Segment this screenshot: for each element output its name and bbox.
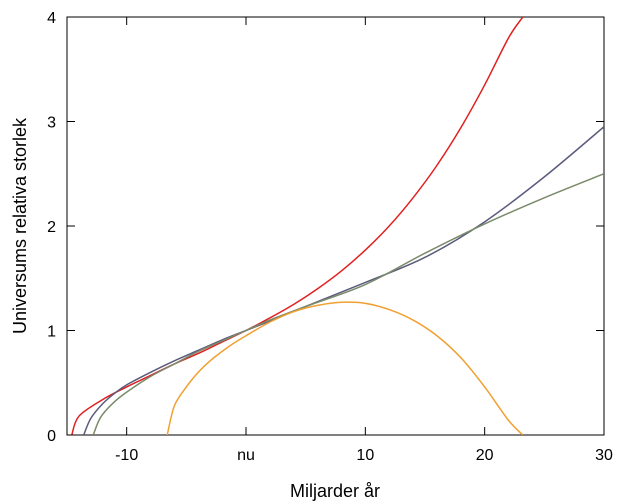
x-axis-title: Miljarder år <box>290 481 380 501</box>
series-line-2 <box>83 126 604 435</box>
y-tick-label: 2 <box>47 219 56 236</box>
x-tick-label: 10 <box>356 447 374 464</box>
y-tick-label: 0 <box>47 428 56 445</box>
series-line-4 <box>166 301 524 435</box>
ticks: -10 nu 10 20 30 0 1 2 3 4 <box>47 10 613 464</box>
series-line-1 <box>71 17 524 435</box>
series-line-3 <box>92 173 604 435</box>
y-tick-label: 1 <box>47 324 56 341</box>
y-tick-label: 4 <box>47 10 56 27</box>
x-tick-label: 30 <box>595 447 613 464</box>
y-tick-label: 3 <box>47 115 56 132</box>
x-tick-label: 20 <box>476 447 494 464</box>
y-axis-title: Universums relativa storlek <box>10 117 30 334</box>
plot-frame <box>66 16 605 436</box>
x-tick-label: -10 <box>115 447 138 464</box>
x-tick-label: nu <box>237 447 255 464</box>
curves <box>71 17 604 435</box>
